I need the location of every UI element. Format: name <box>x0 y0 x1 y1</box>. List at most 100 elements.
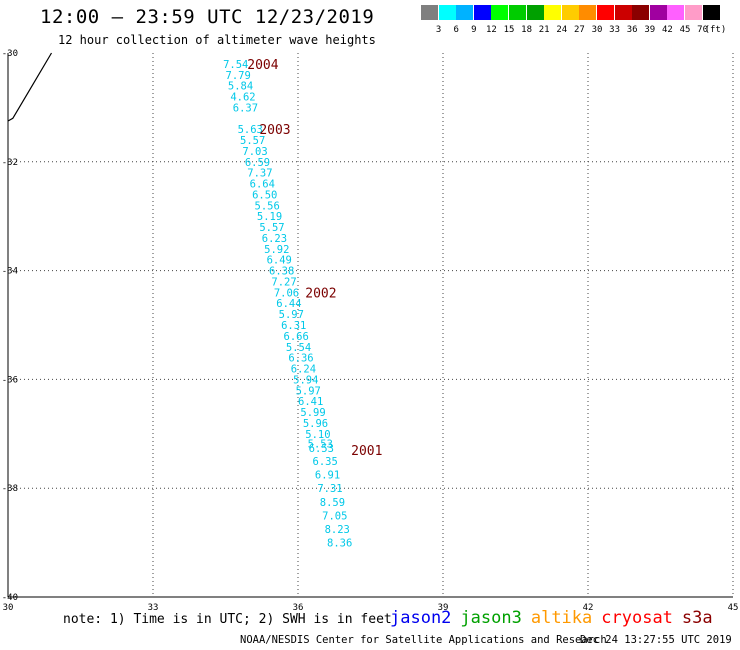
scale-swatch <box>473 5 491 20</box>
x-tick-label: 45 <box>728 603 739 613</box>
wave-height-value: 8.23 <box>325 524 350 536</box>
y-tick-label: -36 <box>2 375 18 385</box>
scale-swatch <box>509 5 526 20</box>
satellite-legend: jason2 jason3 altika cryosat s3a <box>390 608 722 628</box>
wave-height-value: 5.99 <box>300 407 325 419</box>
wave-height-value: 5.84 <box>228 81 253 93</box>
x-tick-label: 30 <box>3 603 14 613</box>
wave-height-value: 7.06 <box>274 287 299 299</box>
wave-height-value: 5.57 <box>259 222 284 234</box>
timestamp: Dec 24 13:27:55 UTC 2019 <box>580 634 732 646</box>
scale-unit: (ft) <box>704 25 727 35</box>
y-tick-label: -38 <box>2 484 18 494</box>
chart-title: 12:00 – 23:59 UTC 12/23/2019 <box>40 6 375 28</box>
scale-swatch <box>491 5 509 20</box>
satellite-jason2: jason2 <box>390 608 452 628</box>
scale-swatch <box>579 5 597 20</box>
time-label: 2001 <box>351 444 382 459</box>
wave-height-value: 8.59 <box>320 497 345 509</box>
wave-height-value: 5.57 <box>240 135 265 147</box>
scale-swatch <box>561 5 579 20</box>
coastline-path <box>7 52 53 122</box>
wave-height-value: 5.54 <box>286 342 311 354</box>
scale-label: 6 <box>453 25 459 35</box>
wave-height-value: 6.53 <box>309 443 334 455</box>
credit-line: NOAA/NESDIS Center for Satellite Applica… <box>240 634 607 646</box>
scale-label: 18 <box>521 25 533 35</box>
wave-height-labels: 7.547.795.844.626.375.635.577.036.597.37… <box>223 59 352 550</box>
time-labels: 2004 2003 2002 2001 <box>247 58 382 459</box>
x-tick-label: 42 <box>583 603 594 613</box>
scale-swatch <box>702 5 720 20</box>
scale-label: 45 <box>679 25 691 35</box>
scale-swatch <box>421 5 438 20</box>
scale-label: 33 <box>609 25 621 35</box>
wave-height-value: 5.53 <box>308 439 333 451</box>
wave-height-value: 5.97 <box>296 385 321 397</box>
satellite-altika: altika <box>530 608 593 628</box>
scale-swatch <box>667 5 685 20</box>
wave-height-value: 6.91 <box>315 470 340 482</box>
wave-height-value: 5.63 <box>238 124 263 136</box>
wave-height-value: 6.24 <box>291 364 316 376</box>
units-note: note: 1) Time is in UTC; 2) SWH is in fe… <box>63 612 392 627</box>
scale-swatch <box>526 5 544 20</box>
wave-height-value: 7.31 <box>317 483 342 495</box>
scale-label: 42 <box>661 25 673 35</box>
coastline <box>7 52 53 122</box>
scale-label: 12 <box>485 25 497 35</box>
scale-swatch <box>649 5 667 20</box>
wave-height-value: 7.03 <box>242 146 267 158</box>
scale-swatch <box>544 5 562 20</box>
wave-height-value: 6.38 <box>269 266 294 278</box>
wave-height-value: 6.50 <box>252 189 277 201</box>
x-tick-label: 39 <box>438 603 449 613</box>
wave-height-value: 6.59 <box>245 157 270 169</box>
wave-height-value: 6.23 <box>262 233 287 245</box>
scale-label: 15 <box>503 25 515 35</box>
x-tick-label: 36 <box>293 603 304 613</box>
wave-height-value: 6.37 <box>233 102 258 114</box>
y-tick-label: -32 <box>2 158 18 168</box>
wave-height-value: 6.66 <box>284 331 309 343</box>
time-label: 2004 <box>247 58 278 73</box>
wave-height-value: 6.44 <box>276 298 301 310</box>
wave-height-value: 5.92 <box>264 244 289 256</box>
satellite-cryosat: cryosat <box>601 608 673 628</box>
grid-lines <box>7 53 734 598</box>
wave-height-value: 7.79 <box>226 70 251 82</box>
wave-height-value: 6.36 <box>288 353 313 365</box>
wave-height-value: 5.56 <box>255 200 280 212</box>
scale-label: 70 <box>697 25 709 35</box>
scale-label: 3 <box>435 25 442 35</box>
wave-height-value: 6.49 <box>267 255 292 267</box>
wave-height-value: 7.27 <box>271 276 296 288</box>
scale-label: 9 <box>471 25 477 35</box>
wave-height-value: 6.35 <box>313 456 338 468</box>
wave-height-value: 6.41 <box>298 396 323 408</box>
wave-height-value: 4.62 <box>230 92 255 104</box>
wave-height-value: 7.54 <box>223 59 248 71</box>
wave-height-value: 5.10 <box>305 429 330 441</box>
time-label: 2002 <box>305 286 336 301</box>
scale-label: 27 <box>573 25 585 35</box>
scale-swatch <box>597 5 614 20</box>
wave-height-value: 8.36 <box>327 538 352 550</box>
wave-height-value: 6.64 <box>250 179 275 191</box>
satellite-jason3: jason3 <box>460 608 522 628</box>
satellite-s3a: s3a <box>681 608 713 628</box>
scale-swatch <box>456 5 474 20</box>
y-tick-label: -40 <box>2 593 18 603</box>
scale-label: 30 <box>591 25 603 35</box>
scale-swatch <box>632 5 650 20</box>
wave-height-value: 7.37 <box>247 168 272 180</box>
scale-swatch <box>685 5 702 20</box>
scale-label: 39 <box>644 25 656 35</box>
scale-label: 36 <box>626 25 638 35</box>
scale-swatch <box>438 5 456 20</box>
wave-height-value: 5.96 <box>303 418 328 430</box>
time-label: 2003 <box>259 123 290 138</box>
wave-height-value: 6.31 <box>281 320 306 332</box>
wave-height-value: 7.05 <box>322 510 347 522</box>
